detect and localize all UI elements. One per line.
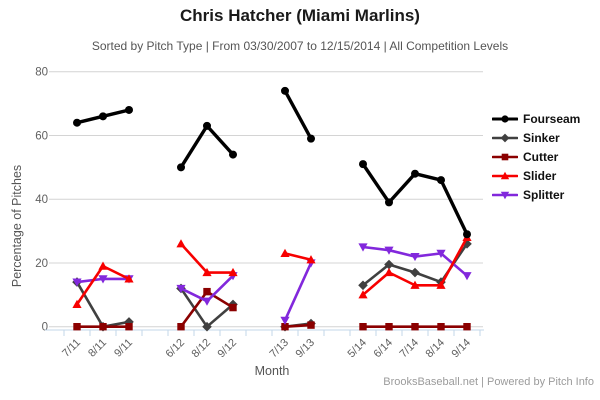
data-point-cutter — [463, 323, 471, 331]
legend-label: Sinker — [523, 130, 560, 145]
data-point-slider — [410, 280, 420, 289]
data-point-splitter — [436, 249, 446, 258]
x-tick-label: 9/13 — [293, 337, 317, 361]
x-tick-label: 9/12 — [215, 337, 239, 361]
data-point-cutter — [411, 323, 419, 331]
x-tick-label: 5/14 — [345, 337, 369, 361]
data-point-cutter — [177, 323, 185, 331]
data-point-fourseam — [463, 230, 471, 239]
legend-label: Fourseam — [523, 111, 581, 126]
data-point-cutter — [125, 323, 133, 331]
data-point-fourseam — [307, 134, 315, 143]
data-point-splitter — [176, 284, 186, 294]
legend-item-cutter[interactable]: Cutter — [492, 147, 580, 166]
data-point-slider — [98, 261, 108, 270]
series-cutter — [73, 287, 471, 331]
legend-item-slider[interactable]: Slider — [492, 166, 580, 185]
y-tick-label: 0 — [42, 322, 48, 334]
data-point-fourseam — [385, 198, 393, 207]
data-point-splitter — [410, 252, 420, 262]
series-splitter — [72, 243, 472, 325]
data-point-cutter — [203, 287, 211, 296]
data-point-slider — [280, 248, 290, 257]
legend: Fourseam Sinker Cutter Slider Splitter — [492, 109, 580, 204]
y-tick-label: 60 — [35, 130, 48, 142]
legend-label: Slider — [523, 168, 557, 183]
data-point-sinker — [410, 267, 420, 278]
triangle-down-marker-icon — [492, 191, 518, 199]
data-point-slider — [72, 299, 82, 308]
series-fourseam — [73, 86, 471, 239]
data-point-cutter — [437, 323, 445, 331]
data-point-cutter — [307, 321, 315, 329]
data-point-fourseam — [203, 121, 211, 130]
legend-item-fourseam[interactable]: Fourseam — [492, 109, 580, 128]
data-point-splitter — [98, 275, 108, 284]
legend-label: Cutter — [523, 149, 559, 164]
data-point-cutter — [385, 323, 393, 331]
x-tick-label: 7/11 — [60, 337, 83, 360]
data-point-splitter — [384, 246, 394, 255]
data-point-cutter — [281, 323, 289, 331]
data-point-splitter — [358, 243, 368, 252]
footer-credit: BrooksBaseball.net | Powered by Pitch In… — [383, 376, 594, 388]
data-point-splitter — [462, 272, 472, 281]
data-point-cutter — [229, 303, 237, 312]
chart-subtitle: Sorted by Pitch Type | From 03/30/2007 t… — [91, 39, 509, 53]
data-point-sinker — [202, 321, 212, 332]
x-tick-label: 6/12 — [163, 337, 187, 361]
series-sinker — [72, 239, 472, 332]
data-point-fourseam — [99, 112, 107, 121]
data-point-sinker — [358, 280, 368, 291]
data-point-slider — [176, 239, 186, 248]
legend-label: Splitter — [523, 187, 565, 202]
data-point-slider — [436, 280, 446, 289]
y-tick-label: 80 — [35, 67, 48, 79]
data-point-fourseam — [177, 163, 185, 172]
legend-item-splitter[interactable]: Splitter — [492, 185, 580, 204]
y-tick-label: 20 — [35, 258, 48, 270]
data-point-splitter — [202, 297, 212, 306]
data-point-slider — [124, 274, 134, 283]
data-point-cutter — [73, 323, 81, 331]
x-tick-label: 6/14 — [371, 337, 395, 361]
x-tick-label: 9/14 — [449, 337, 473, 361]
data-point-sinker — [384, 259, 394, 270]
data-point-cutter — [359, 323, 367, 331]
chart-title: Chris Hatcher (Miami Marlins) — [180, 6, 420, 25]
data-point-slider — [202, 267, 212, 277]
data-point-sinker — [462, 239, 472, 249]
data-point-splitter — [280, 316, 290, 325]
x-tick-label: 8/14 — [423, 337, 447, 361]
data-point-fourseam — [437, 176, 445, 185]
data-point-fourseam — [411, 169, 419, 178]
data-point-splitter — [72, 278, 82, 287]
x-tick-label: 9/11 — [112, 337, 135, 360]
data-point-slider — [228, 267, 238, 277]
x-tick-label: 8/12 — [189, 337, 213, 361]
data-point-fourseam — [359, 160, 367, 169]
legend-item-sinker[interactable]: Sinker — [492, 128, 580, 147]
data-point-fourseam — [281, 86, 289, 95]
square-marker-icon — [492, 153, 518, 160]
triangle-marker-icon — [492, 171, 518, 179]
y-tick-label: 40 — [35, 194, 48, 206]
x-tick-label: 7/13 — [267, 337, 291, 361]
data-point-fourseam — [73, 118, 81, 127]
data-point-slider — [358, 290, 368, 299]
diamond-marker-icon — [492, 133, 518, 142]
data-point-fourseam — [229, 150, 237, 159]
circle-marker-icon — [492, 114, 518, 123]
data-point-slider — [384, 267, 394, 277]
x-tick-label: 7/14 — [397, 337, 421, 361]
x-axis-title: Month — [254, 364, 290, 378]
data-point-fourseam — [125, 105, 133, 114]
data-point-cutter — [99, 323, 107, 331]
series-slider — [72, 232, 472, 308]
data-point-slider — [306, 255, 316, 264]
x-tick-label: 8/11 — [86, 337, 109, 360]
